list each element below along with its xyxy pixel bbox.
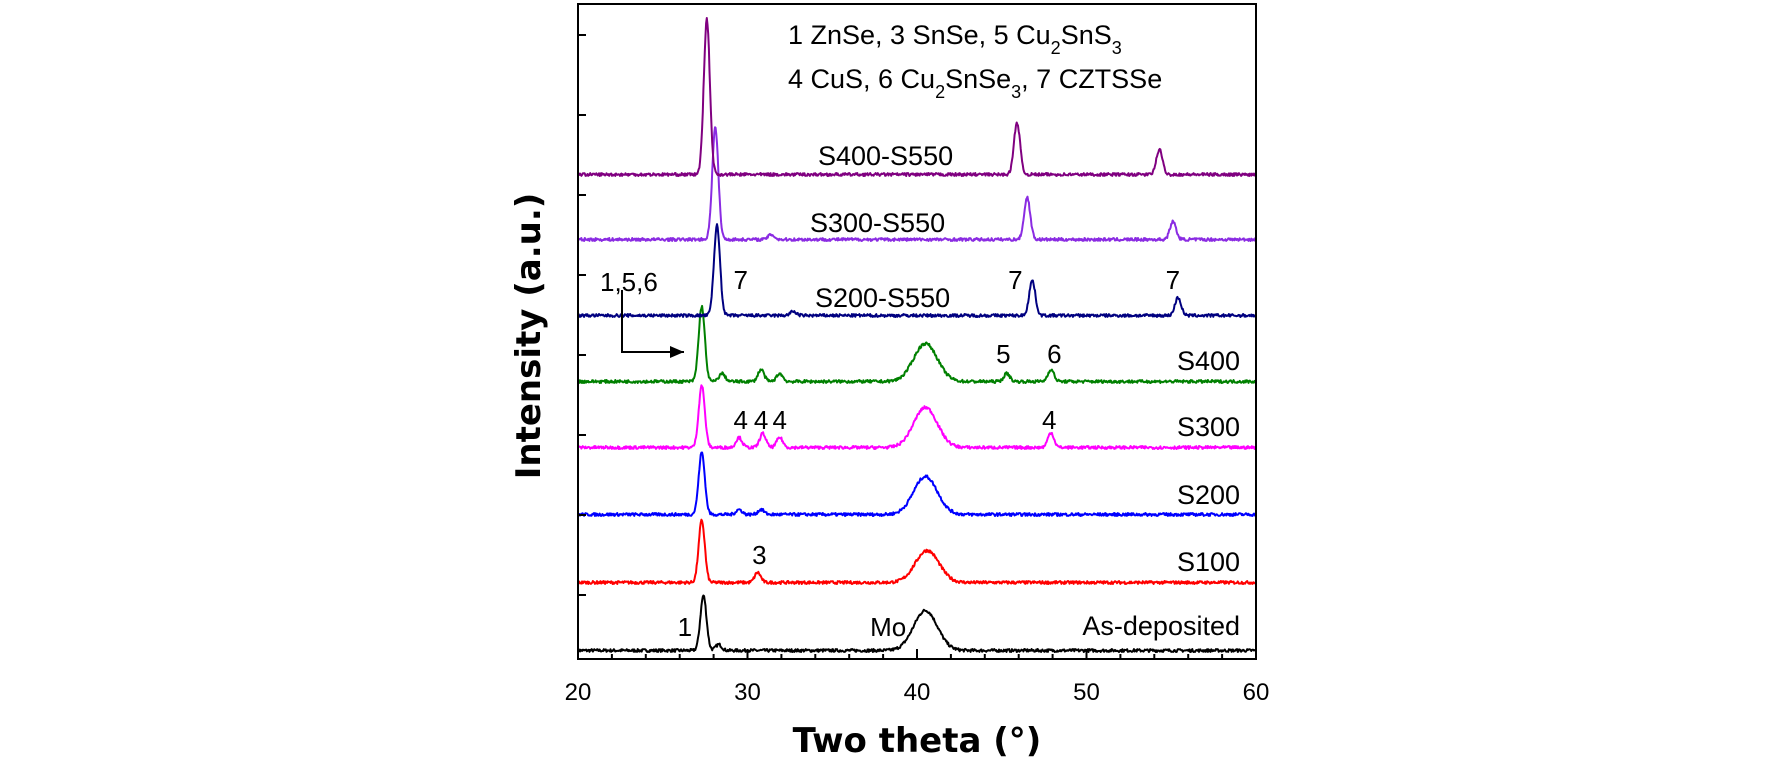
series-layer: [577, 17, 1257, 653]
arrow-head: [670, 346, 684, 358]
peak-annotation: 4: [1042, 405, 1056, 435]
tick-layer: 20 30 40 50 60: [565, 34, 1270, 706]
series-line-s300-s550: [577, 126, 1257, 242]
peak-annotation: 7: [1008, 265, 1022, 295]
series-label: S400: [1177, 346, 1240, 376]
series-line-s100: [577, 518, 1257, 585]
peak-annotation: 4: [733, 405, 747, 435]
peak-annotation: 7: [1166, 265, 1180, 295]
peak-annotation: 1,5,6: [600, 267, 658, 297]
series-label: S100: [1177, 547, 1240, 577]
x-tick-label: 60: [1243, 679, 1270, 706]
series-label: S300-S550: [810, 208, 945, 238]
series-label: S200-S550: [815, 283, 950, 313]
x-tick-label: 40: [904, 679, 931, 706]
peak-annotation: 4: [754, 405, 768, 435]
legend-line-2: 4 CuS, 6 Cu2SnSe3, 7 CZTSSe: [788, 64, 1162, 102]
series-line-s200: [577, 451, 1257, 517]
series-line-s200-s550: [577, 223, 1257, 318]
peak-annotation: 4: [772, 405, 786, 435]
series-line-s300: [577, 384, 1257, 450]
x-axis-title: Two theta (°): [793, 721, 1042, 761]
series-label: S400-S550: [818, 141, 953, 171]
peak-annotation: 5: [996, 339, 1010, 369]
x-tick-label: 30: [734, 679, 761, 706]
y-axis-title: Intensity (a.u.): [509, 193, 549, 480]
series-label: As-deposited: [1082, 611, 1240, 641]
series-label: S200: [1177, 480, 1240, 510]
peak-annotation: Mo: [870, 612, 906, 642]
annotation-layer: As-deposited S100 S200 S300 S400 S200-S550 S30…: [600, 141, 1240, 642]
legend-line-1: 1 ZnSe, 3 SnSe, 5 Cu2SnS3: [788, 20, 1122, 58]
x-tick-label: 50: [1073, 679, 1100, 706]
peak-annotation: 3: [752, 540, 766, 570]
x-tick-label: 20: [565, 679, 592, 706]
series-line-as-deposited: [577, 594, 1257, 653]
series-line-s400: [577, 304, 1257, 384]
peak-annotation: 7: [733, 265, 747, 295]
peak-annotation: 1: [678, 612, 692, 642]
peak-annotation: 6: [1047, 339, 1061, 369]
arrow-annotation: [621, 290, 684, 353]
series-line-s400-s550: [577, 17, 1257, 177]
series-label: S300: [1177, 412, 1240, 442]
